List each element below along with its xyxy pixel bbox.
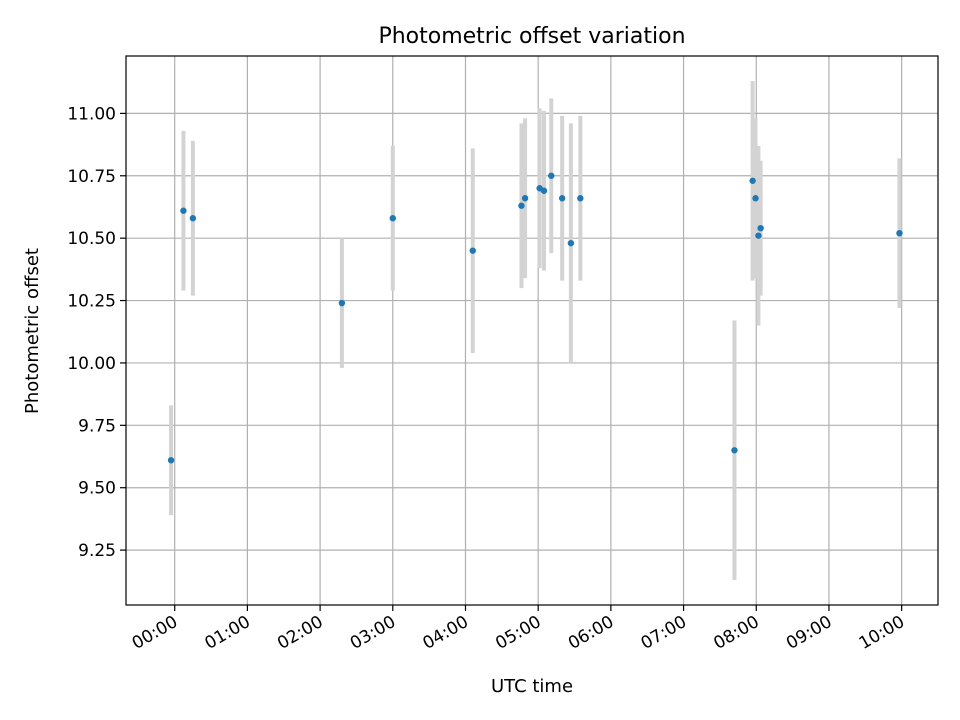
x-tick-label: 04:00 [420, 612, 472, 654]
plot-frame [125, 55, 939, 606]
data-point [389, 215, 396, 222]
data-point [548, 172, 555, 179]
chart-title: Photometric offset variation [378, 24, 685, 49]
data-point [567, 239, 575, 247]
x-tick-label: 08:00 [710, 612, 762, 654]
y-tick-label: 9.75 [78, 416, 116, 436]
data-point [752, 195, 759, 202]
data-point [755, 232, 762, 239]
data-point [749, 177, 756, 184]
x-tick-label: 10:00 [856, 612, 908, 654]
x-tick-label: 01:00 [201, 612, 253, 654]
data-point [189, 215, 197, 222]
y-tick-label: 10.75 [67, 167, 116, 187]
y-tick-label: 11.00 [67, 104, 116, 124]
x-tick-label: 00:00 [129, 612, 181, 654]
x-tick-label: 06:00 [565, 612, 617, 654]
x-tick-label: 09:00 [783, 612, 835, 654]
data-point [167, 457, 175, 464]
data-point [540, 187, 548, 194]
x-tick-label: 02:00 [274, 612, 326, 654]
grid [126, 56, 938, 605]
error-bars [169, 80, 902, 581]
data-point [757, 224, 764, 232]
x-axis-label: UTC time [491, 676, 573, 697]
data-point [731, 447, 738, 454]
y-tick-label: 9.50 [78, 479, 116, 499]
x-tick-label: 07:00 [638, 612, 690, 654]
data-point [577, 195, 584, 202]
x-axis-ticks: 00:00 01:00 02:00 03:00 04:00 05:00 06:00 07:00… [129, 605, 908, 654]
data-point [558, 195, 566, 202]
y-axis-label: Photometric offset [22, 248, 43, 414]
data-point [896, 229, 903, 237]
data-point [521, 195, 529, 202]
x-tick-label: 03:00 [347, 612, 399, 654]
data-point [518, 202, 525, 209]
x-tick-label: 05:00 [492, 612, 544, 654]
y-tick-label: 9.25 [78, 541, 116, 561]
data-point [338, 299, 346, 307]
y-tick-label: 10.00 [67, 354, 116, 374]
data-point [469, 247, 476, 254]
y-tick-label: 10.25 [67, 292, 116, 312]
data-point [180, 207, 187, 214]
data-points [167, 172, 903, 464]
y-tick-label: 10.50 [67, 229, 116, 249]
y-axis-ticks: 9.25 9.50 9.75 10.00 10.25 10.50 10.75 11.00 [67, 104, 126, 561]
